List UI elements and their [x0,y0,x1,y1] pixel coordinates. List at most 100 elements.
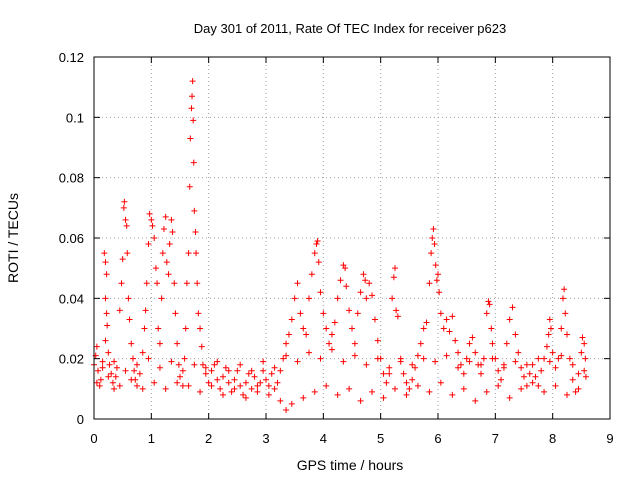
data-point [143,280,150,287]
data-point [443,316,450,323]
data-point [265,382,272,389]
data-point [208,382,215,389]
data-point [187,135,194,142]
data-point [428,250,435,257]
data-point [558,352,565,359]
data-point [120,204,127,211]
data-point [202,364,209,371]
data-point [168,216,175,223]
data-point [466,340,473,347]
data-point [334,295,341,302]
data-point [478,361,484,368]
data-point [552,364,559,371]
data-point [552,382,559,389]
data-point [123,222,130,229]
data-point [397,358,404,365]
data-point [512,358,519,365]
data-point [277,367,284,374]
data-point [317,289,324,296]
x-tick-label: 1 [148,431,155,446]
data-point [512,331,519,338]
data-point [145,241,152,248]
data-point [457,361,464,368]
data-point [175,361,182,368]
data-point [190,159,197,166]
data-point [483,388,490,395]
y-tick-label: 0.06 [59,231,84,246]
data-point [489,340,496,347]
data-point [409,361,416,368]
data-point [317,355,324,362]
data-point [181,355,188,362]
data-point [260,367,267,374]
data-point [414,352,421,359]
data-point [564,391,570,398]
data-point [228,388,235,395]
data-point [217,385,224,392]
data-point [220,373,226,380]
data-point [340,358,347,365]
data-point [423,319,430,326]
data-point [242,394,249,401]
data-point [105,373,112,380]
data-point [198,343,205,350]
data-point [128,340,135,347]
x-axis-label: GPS time / hours [297,457,404,473]
data-point [211,361,218,368]
y-tick-label: 0.08 [59,171,84,186]
data-point [369,292,376,299]
data-point [326,340,333,347]
data-point [311,250,318,257]
data-point [231,385,238,392]
data-point [420,355,427,362]
data-point [174,379,181,386]
data-point [113,364,120,371]
data-point [280,355,287,362]
data-point [172,310,179,317]
data-point [271,364,278,371]
data-point [160,225,167,232]
data-point [541,388,548,395]
data-point [357,397,364,404]
y-tick-labels: 0 0.02 0.04 0.06 0.08 0.1 0.12 [59,50,84,427]
data-point [183,280,190,287]
data-point [455,349,462,356]
data-point [102,295,109,302]
data-point [306,295,312,302]
data-point [529,379,536,386]
data-point [366,280,373,287]
data-point [197,388,204,395]
data-point [346,385,353,392]
data-point [191,361,198,368]
data-point [334,391,341,398]
data-point [414,382,421,389]
y-tick-label: 0.1 [66,110,84,125]
data-point [97,376,104,383]
data-point [390,274,397,281]
data-point [363,361,370,368]
data-point [469,334,476,341]
data-point [360,271,367,278]
data-point [122,216,129,223]
data-point [509,304,516,311]
data-point [283,406,290,413]
data-point [294,280,301,287]
data-point [582,355,589,362]
data-point [488,325,495,332]
data-point [104,322,111,329]
data-point [526,370,533,377]
data-point [472,397,479,404]
data-point [225,367,232,374]
data-point [313,241,320,248]
data-point [354,310,361,317]
data-point [430,225,437,232]
data-point [569,376,576,383]
data-point [503,340,510,347]
data-point [431,241,438,248]
data-point [417,340,424,347]
data-point [291,295,298,302]
data-point [268,370,275,377]
data-point [93,379,100,386]
data-point [455,364,462,371]
data-point [242,379,249,386]
